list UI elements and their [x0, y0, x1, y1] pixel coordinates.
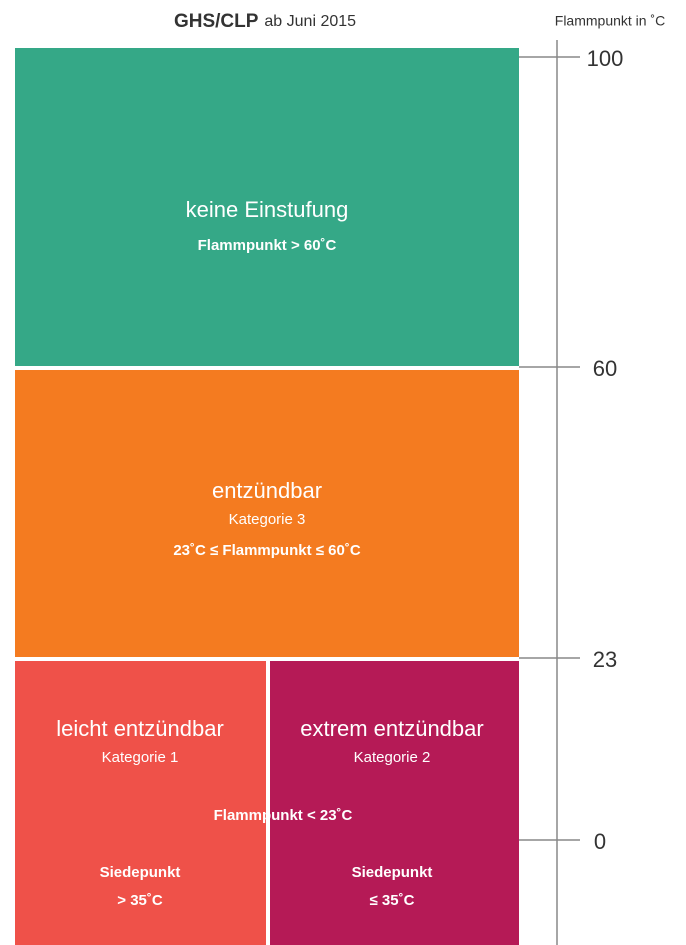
- block-green: [15, 48, 519, 366]
- block-condition: 23˚C ≤ Flammpunkt ≤ 60˚C: [173, 542, 360, 559]
- axis-label: Flammpunkt in ˚C: [555, 13, 665, 29]
- block-title: extrem entzündbar: [300, 716, 483, 741]
- block-category: Kategorie 1: [102, 749, 179, 766]
- block-condition: Flammpunkt > 60˚C: [198, 237, 337, 254]
- block-orange: [15, 370, 519, 657]
- subtitle: ab Juni 2015: [264, 13, 356, 30]
- tick-label: 23: [593, 647, 617, 672]
- block-category: Kategorie 2: [354, 749, 431, 766]
- block-title: leicht entzündbar: [56, 716, 224, 741]
- block-category: Kategorie 3: [229, 511, 306, 528]
- boiling-label: Siedepunkt: [352, 864, 433, 881]
- tick-label: 60: [593, 356, 617, 381]
- title: GHS/CLP: [174, 11, 259, 32]
- block-red: [15, 661, 266, 945]
- block-title: entzündbar: [212, 478, 322, 503]
- boiling-condition: ≤ 35˚C: [370, 892, 415, 909]
- boiling-condition: > 35˚C: [117, 892, 163, 909]
- boiling-label: Siedepunkt: [100, 864, 181, 881]
- shared-condition: Flammpunkt < 23˚C: [214, 807, 353, 824]
- block-title: keine Einstufung: [186, 197, 349, 222]
- tick-label: 100: [587, 46, 624, 71]
- header-title: GHS/CLP ab Juni 2015: [174, 11, 356, 32]
- tick-label: 0: [594, 829, 606, 854]
- block-magenta: [270, 661, 519, 945]
